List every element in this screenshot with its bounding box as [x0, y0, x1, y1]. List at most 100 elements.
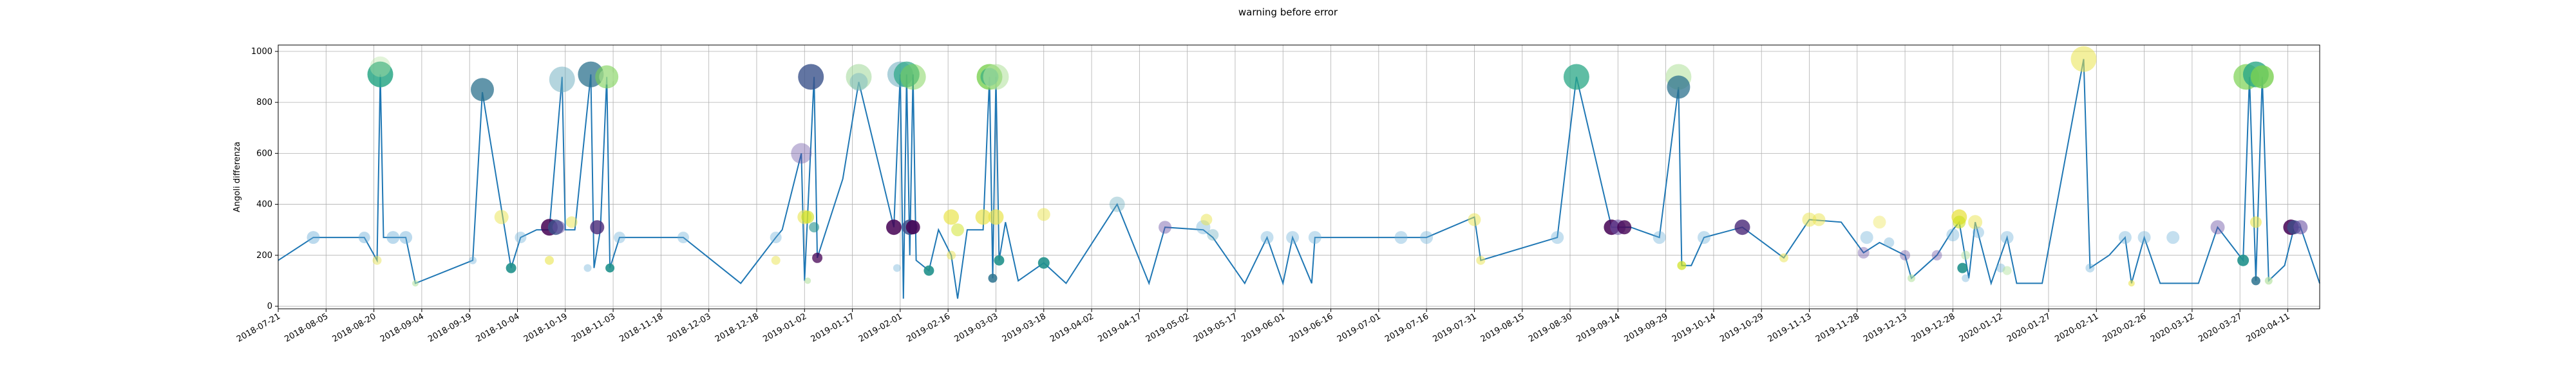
x-tick-label: 2018-10-04: [475, 311, 522, 344]
scatter-point: [2085, 263, 2095, 273]
x-tick-label: 2019-09-29: [1623, 311, 1670, 344]
scatter-point: [1677, 261, 1687, 270]
x-tick-label: 2019-08-30: [1527, 311, 1574, 344]
x-tick-label: 2019-02-16: [905, 311, 952, 344]
x-tick-label: 2018-09-19: [426, 311, 473, 344]
scatter-point: [1802, 212, 1817, 227]
x-tick-label: 2019-01-02: [761, 311, 808, 344]
scatter-point: [399, 231, 413, 244]
scatter-point: [412, 280, 419, 287]
scatter-point: [552, 221, 565, 234]
scatter-point: [545, 255, 554, 265]
x-tick-label: 2019-10-14: [1671, 311, 1718, 344]
scatter-point: [1207, 229, 1219, 241]
scatter-point: [1812, 213, 1826, 226]
x-tick-label: 2019-09-14: [1575, 311, 1622, 344]
scatter-point: [1698, 231, 1710, 244]
scatter-point: [590, 220, 605, 235]
x-tick-label: 2019-04-02: [1048, 311, 1095, 344]
y-axis: 0 200 400 600 800 1000: [251, 47, 278, 311]
scatter-point: [1734, 219, 1750, 235]
scatter-point: [801, 210, 815, 224]
scatter-point: [1563, 64, 1589, 90]
scatter-point: [1860, 231, 1873, 244]
scatter-point: [372, 255, 382, 265]
x-tick-label: 2019-05-02: [1144, 311, 1191, 344]
scatter-point: [1617, 220, 1632, 235]
scatter-point: [1908, 274, 1915, 282]
scatter-point: [1884, 237, 1895, 248]
scatter-point: [677, 232, 689, 244]
scatter-point: [1953, 216, 1966, 229]
scatter-point: [1957, 262, 1968, 273]
scatter-point: [386, 231, 400, 244]
scatter-point: [1308, 231, 1321, 244]
scatter-point: [2264, 277, 2273, 285]
x-tick-label: 2020-03-12: [2149, 311, 2196, 344]
scatter-point: [506, 262, 516, 273]
scatter-point: [2251, 276, 2260, 286]
x-tick-label: 2019-12-13: [1862, 311, 1909, 344]
y-tick-label: 200: [256, 251, 272, 261]
scatter-point: [1159, 221, 1171, 234]
scatter-points: [307, 46, 2308, 287]
scatter-point: [809, 222, 820, 233]
x-tick-label: 2020-03-27: [2197, 311, 2244, 344]
scatter-point: [1286, 231, 1300, 244]
y-axis-label: Angoli differenza: [232, 142, 242, 212]
scatter-point: [1420, 231, 1434, 244]
scatter-point: [994, 255, 1005, 266]
series-line: [278, 59, 2320, 299]
x-tick-label: 2019-11-13: [1766, 311, 1814, 344]
scatter-point: [2166, 231, 2180, 244]
scatter-point: [812, 252, 823, 263]
x-tick-label: 2019-07-31: [1431, 311, 1478, 344]
scatter-point: [900, 64, 926, 90]
scatter-point: [1973, 226, 1984, 239]
scatter-point: [307, 231, 320, 244]
x-tick-label: 2018-07-21: [235, 311, 282, 344]
x-tick-label: 2018-11-18: [618, 311, 665, 344]
x-tick-label: 2019-04-17: [1096, 311, 1143, 344]
scatter-point: [947, 250, 956, 260]
scatter-point: [1037, 257, 1050, 269]
scatter-point: [1468, 213, 1481, 226]
chart-title: warning before error: [1238, 6, 1338, 18]
x-tick-label: 2018-08-20: [331, 311, 378, 344]
scatter-point: [2293, 220, 2308, 235]
scatter-point: [1900, 250, 1911, 261]
x-tick-label: 2019-06-16: [1288, 311, 1335, 344]
scatter-point: [983, 64, 1009, 90]
x-tick-label: 2019-12-28: [1909, 311, 1956, 344]
x-tick-label: 2019-07-16: [1383, 311, 1430, 344]
scatter-point: [515, 232, 527, 244]
scatter-point: [2002, 266, 2012, 275]
x-tick-label: 2020-04-11: [2245, 311, 2292, 344]
scatter-point: [1476, 255, 1486, 265]
x-tick-label: 2019-10-29: [1718, 311, 1765, 344]
x-tick-label: 2020-01-27: [2005, 311, 2052, 344]
scatter-point: [1653, 231, 1666, 244]
scatter-point: [471, 78, 494, 102]
scatter-point: [1968, 215, 1983, 230]
x-tick-label: 2019-08-15: [1479, 311, 1526, 344]
scatter-point: [886, 219, 902, 235]
scatter-point: [1200, 214, 1213, 226]
x-tick-label: 2019-03-18: [1001, 311, 1048, 344]
x-tick-label: 2020-02-26: [2101, 311, 2148, 344]
scatter-point: [358, 232, 370, 244]
x-tick-label: 2019-07-01: [1336, 311, 1383, 344]
scatter-point: [583, 264, 592, 272]
y-tick-label: 400: [256, 200, 272, 210]
scatter-point: [605, 263, 615, 273]
scatter-point: [1873, 216, 1886, 229]
y-tick-label: 600: [256, 149, 272, 158]
scatter-point: [599, 69, 615, 85]
scatter-point: [2118, 231, 2132, 244]
scatter-point: [943, 209, 960, 225]
scatter-point: [893, 264, 901, 272]
x-tick-label: 2018-10-19: [522, 311, 569, 344]
scatter-point: [1779, 253, 1788, 262]
